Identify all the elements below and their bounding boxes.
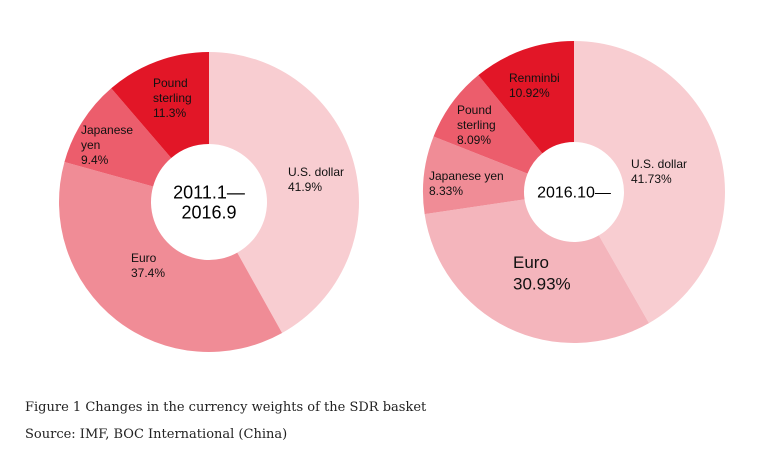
donut-chart-2: U.S. dollar 41.73% Euro 30.93% Japanese yen 8…: [423, 41, 725, 343]
pie-slice-euro: [58, 161, 283, 353]
donut-charts: U.S. dollar 41.9% Euro 37.4% Japanese yen 9.4%…: [58, 41, 725, 353]
pie-slice-u-s-dollar: [209, 52, 360, 333]
slice-label: Pound sterling 8.09%: [457, 103, 496, 147]
slice-label: Japanese yen 9.4%: [81, 123, 133, 167]
pie-slice-japanese-yen: [64, 88, 172, 187]
donut-chart-1: U.S. dollar 41.9% Euro 37.4% Japanese yen 9.4%…: [58, 52, 360, 353]
source-note: Source: IMF, BOC International (China): [25, 427, 288, 442]
pie-slice-renminbi: [478, 41, 574, 154]
slice-label: U.S. dollar 41.9%: [288, 165, 344, 194]
slice-label: Renminbi 10.92%: [509, 71, 560, 100]
slice-label: Pound sterling 11.3%: [153, 76, 192, 120]
slice-label: Euro 37.4%: [131, 251, 165, 280]
slice-label: Euro 30.93%: [513, 253, 571, 293]
center-period-label: 2016.10—: [537, 185, 611, 202]
center-period-label: 2011.1— 2016.9: [173, 182, 245, 222]
slice-label: U.S. dollar 41.73%: [631, 157, 687, 186]
pie-slice-euro: [424, 199, 649, 343]
slice-label: Japanese yen 8.33%: [429, 169, 504, 198]
pie-slice-pound-sterling: [433, 75, 543, 174]
pie-slice-u-s-dollar: [574, 41, 725, 324]
pie-slice-pound-sterling: [111, 52, 209, 159]
pie-slice-japanese-yen: [423, 136, 528, 215]
figure-caption: Figure 1 Changes in the currency weights…: [25, 400, 427, 415]
